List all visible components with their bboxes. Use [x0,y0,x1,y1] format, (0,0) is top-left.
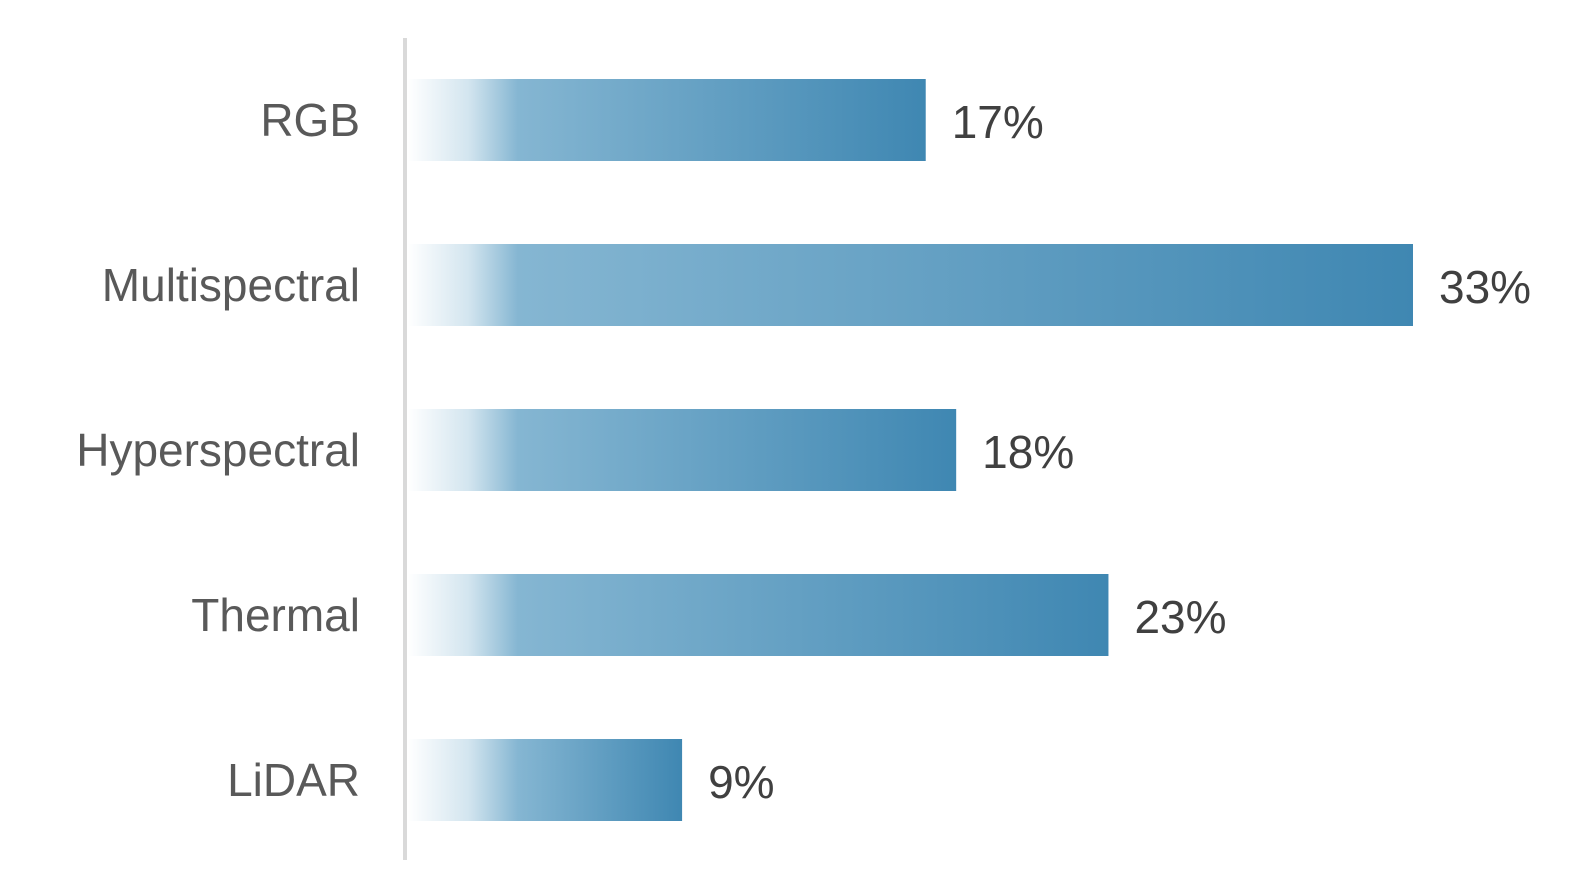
category-label-lidar: LiDAR [227,754,360,806]
category-label-multispectral: Multispectral [102,259,360,311]
value-label-rgb: 17% [952,96,1044,148]
bar-rgb [408,79,926,161]
value-label-lidar: 9% [708,756,774,808]
bars-group [408,79,1413,821]
value-label-hyperspectral: 18% [982,426,1074,478]
bar-multispectral [408,244,1413,326]
labels-group: RGB 17% Multispectral 33% Hyperspectral 18% Th… [76,94,1531,808]
category-label-rgb: RGB [260,94,360,146]
value-label-multispectral: 33% [1439,261,1531,313]
bar-thermal [408,574,1109,656]
bar-lidar [408,739,683,821]
category-label-hyperspectral: Hyperspectral [76,424,360,476]
category-label-thermal: Thermal [191,589,360,641]
bar-hyperspectral [408,409,957,491]
value-label-thermal: 23% [1134,591,1226,643]
